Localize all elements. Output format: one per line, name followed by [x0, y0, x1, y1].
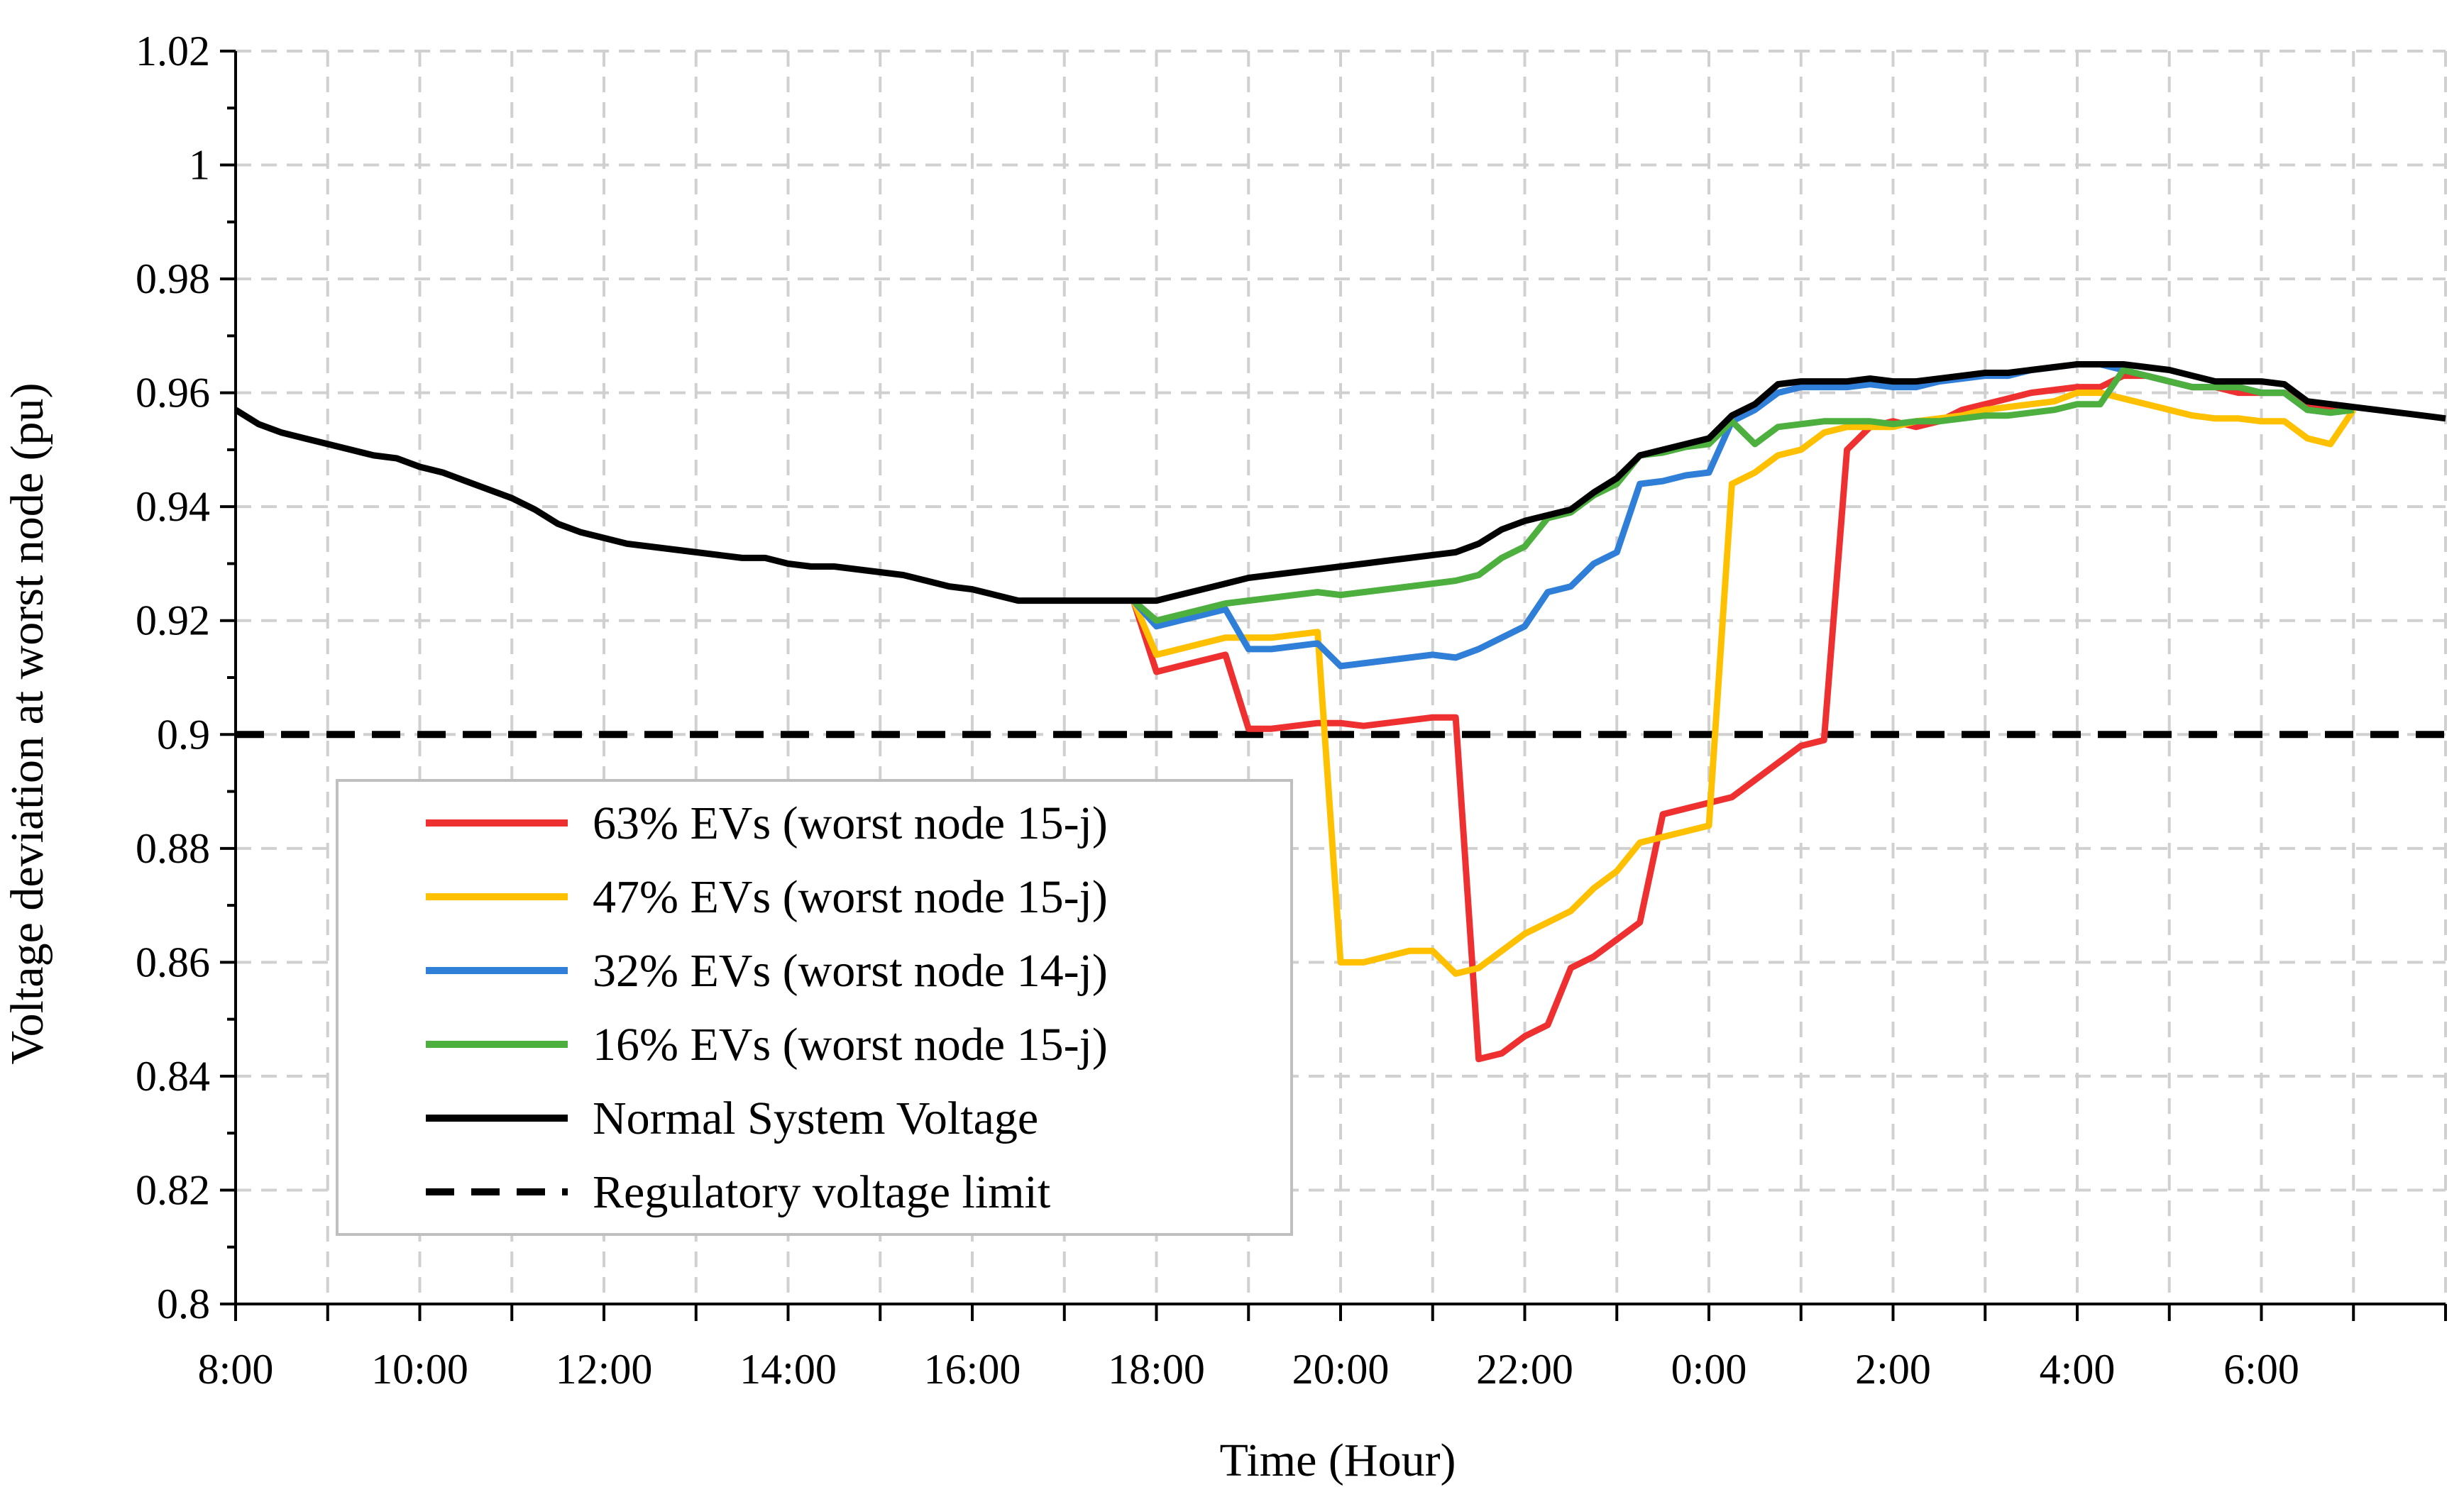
legend-label-0: 63% EVs (worst node 15-j) [593, 797, 1108, 849]
x-tick-label: 14:00 [739, 1346, 837, 1393]
y-tick-label: 1 [189, 142, 210, 189]
legend-label-1: 47% EVs (worst node 15-j) [593, 871, 1108, 923]
y-tick-label: 0.8 [157, 1281, 210, 1327]
series-layer [233, 361, 2446, 1063]
y-tick-label: 0.86 [136, 939, 210, 985]
legend-label-3: 16% EVs (worst node 15-j) [593, 1019, 1108, 1071]
tick-labels: 0.8 0.82 0.84 0.86 0.88 0.9 0.92 0.94 0.96 0.98 1 1… [136, 28, 2299, 1393]
legend: 63% EVs (worst node 15-j) 47% EVs (worst … [336, 779, 1293, 1236]
x-tick-label: 8:00 [198, 1346, 274, 1393]
axes [220, 50, 2447, 1321]
legend-label-5: Regulatory voltage limit [593, 1166, 1050, 1218]
legend-box [336, 779, 1293, 1236]
x-tick-label: 16:00 [924, 1346, 1021, 1393]
x-tick-label: 10:00 [371, 1346, 468, 1393]
y-tick-label: 0.96 [136, 370, 210, 416]
x-tick-label: 6:00 [2223, 1346, 2299, 1393]
x-tick-label: 2:00 [1855, 1346, 1931, 1393]
series-line-4 [233, 361, 2446, 604]
grid [236, 50, 2447, 1304]
x-tick-label: 18:00 [1108, 1346, 1205, 1393]
series-line-1 [1130, 389, 2357, 977]
x-tick-label: 4:00 [2040, 1346, 2116, 1393]
x-tick-label: 22:00 [1476, 1346, 1573, 1393]
y-tick-label: 0.84 [136, 1053, 210, 1100]
legend-label-4: Normal System Voltage [593, 1093, 1038, 1144]
y-tick-label: 0.92 [136, 597, 210, 644]
y-tick-label: 0.88 [136, 825, 210, 872]
y-tick-label: 0.94 [136, 483, 210, 530]
y-tick-label: 1.02 [136, 28, 210, 74]
series-line-3 [1131, 367, 2354, 624]
x-tick-label: 0:00 [1671, 1346, 1747, 1393]
y-tick-label: 0.98 [136, 255, 210, 302]
y-tick-label: 0.82 [136, 1166, 210, 1213]
y-axis-title: Voltage deviation at worst node (pu) [1, 382, 53, 1064]
x-axis-title: Time (Hour) [1219, 1435, 1456, 1486]
x-tick-label: 20:00 [1292, 1346, 1390, 1393]
x-tick-label: 12:00 [556, 1346, 653, 1393]
y-tick-label: 0.9 [157, 711, 210, 758]
legend-label-2: 32% EVs (worst node 14-j) [593, 945, 1108, 997]
